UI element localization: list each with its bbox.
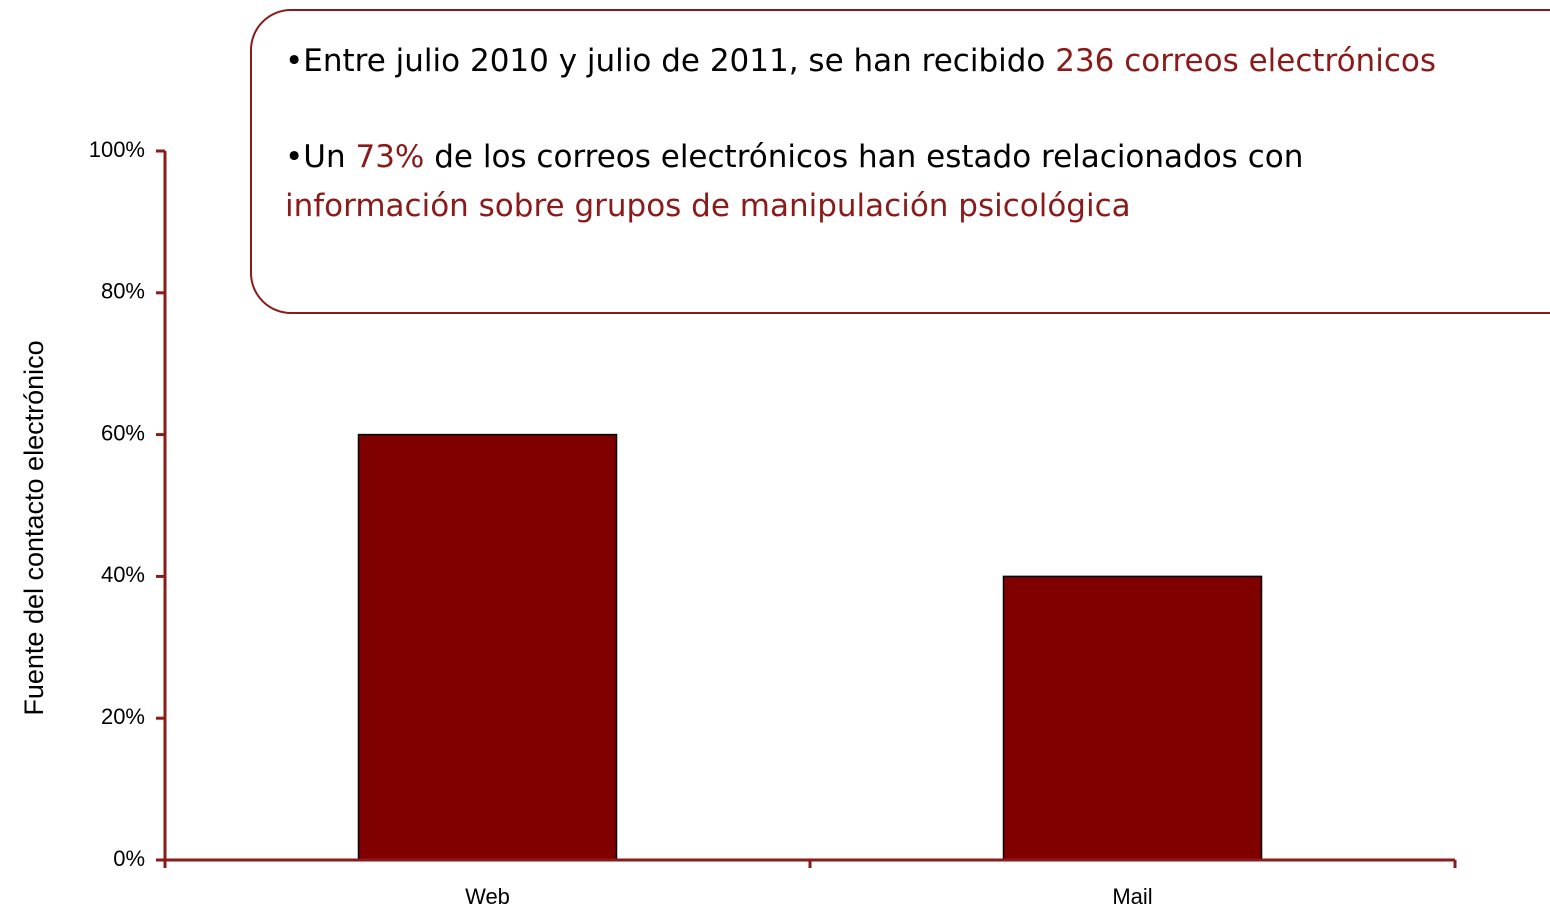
bar: [357, 433, 618, 861]
y-axis-label: Fuente del contacto electrónico: [19, 340, 49, 715]
annotation-run: información sobre grupos de manipulación…: [285, 188, 1131, 224]
y-tick-label: 20%: [101, 704, 145, 729]
y-tick-label: 60%: [101, 420, 145, 445]
x-tick-label: Mail: [1112, 884, 1152, 909]
annotation-run: •Entre julio 2010 y julio de 2011, se ha…: [285, 43, 1055, 79]
annotation-run: 236 correos electrónicos: [1055, 43, 1436, 79]
y-tick-label: 40%: [101, 562, 145, 587]
annotation-text: •Un 73% de los correos electrónicos han …: [285, 139, 1303, 175]
x-tick-label: Web: [465, 884, 510, 909]
y-tick-label: 100%: [89, 137, 145, 162]
annotation-text: •Entre julio 2010 y julio de 2011, se ha…: [285, 43, 1436, 79]
annotation-run: de los correos electrónicos han estado r…: [424, 139, 1303, 175]
annotation-run: 73%: [355, 139, 424, 175]
annotation-box: [250, 9, 1550, 314]
bar: [1002, 575, 1263, 861]
annotation-run: •Un: [285, 139, 355, 175]
y-tick-label: 0%: [113, 846, 145, 871]
annotation-text: información sobre grupos de manipulación…: [285, 188, 1131, 224]
y-tick-label: 80%: [101, 279, 145, 304]
